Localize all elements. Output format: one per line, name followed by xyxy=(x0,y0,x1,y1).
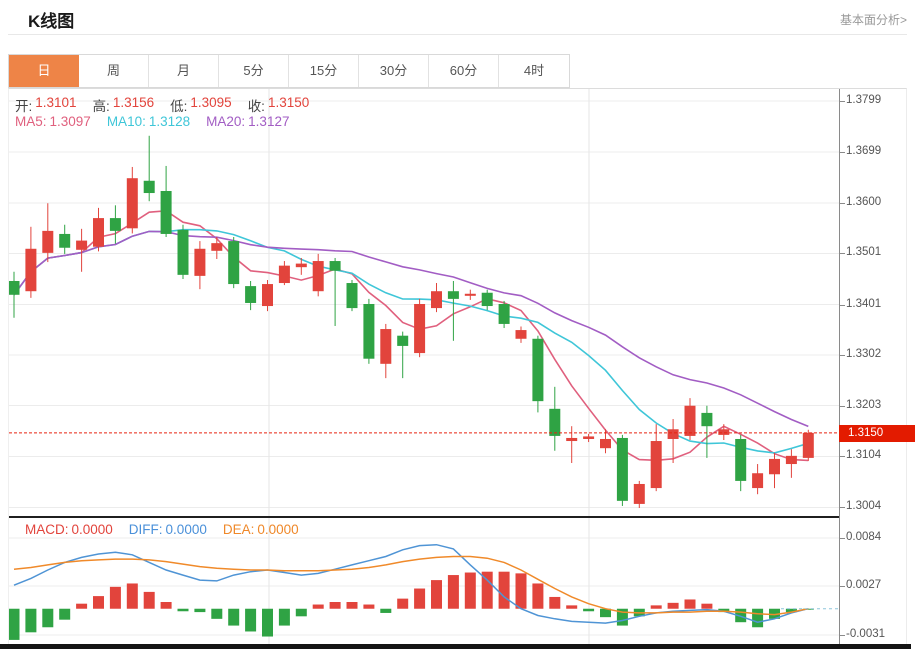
tab-5分[interactable]: 5分 xyxy=(219,55,289,87)
tab-15分[interactable]: 15分 xyxy=(289,55,359,87)
legend-item: 收: 1.3150 xyxy=(247,95,310,114)
macd-tick xyxy=(839,635,845,636)
price-label: 1.3203 xyxy=(846,399,882,411)
price-axis-line xyxy=(839,89,840,645)
tab-日[interactable]: 日 xyxy=(9,55,79,87)
fundamental-analysis-link[interactable]: 基本面分析> xyxy=(839,13,907,27)
price-label: 1.3600 xyxy=(846,196,882,208)
legend-item: DIFF: 0.0000 xyxy=(128,522,207,537)
macd-chart[interactable] xyxy=(9,518,839,644)
macd-tick xyxy=(839,538,845,539)
pane-separator xyxy=(9,516,839,518)
legend-item: 低: 1.3095 xyxy=(170,95,232,114)
ma-legend: MA5: 1.3097 MA10: 1.3128 MA20: 1.3127 xyxy=(15,114,289,129)
last-price-badge: 1.3150 xyxy=(839,425,915,442)
macd-label: -0.0031 xyxy=(846,628,886,640)
chart-container: 1.3799 1.3699 1.3600 1.3501 1.3401 1.3302 1.32… xyxy=(8,88,915,645)
tab-60分[interactable]: 60分 xyxy=(429,55,499,87)
tab-周[interactable]: 周 xyxy=(79,55,149,87)
price-tick xyxy=(839,305,845,306)
price-tick xyxy=(839,152,845,153)
macd-label: 0.0027 xyxy=(846,579,882,591)
price-label: 1.3004 xyxy=(846,500,882,512)
price-label: 1.3799 xyxy=(846,94,882,106)
legend-item: 高: 1.3156 xyxy=(92,95,155,114)
legend-item: MA5: 1.3097 xyxy=(15,114,91,129)
price-tick xyxy=(839,406,845,407)
price-label: 1.3401 xyxy=(846,298,882,310)
price-tick xyxy=(839,101,845,102)
legend-item: DEA: 0.0000 xyxy=(222,522,299,537)
bottom-bar xyxy=(0,644,911,649)
macd-legend: MACD: 0.0000 DIFF: 0.0000 DEA: 0.0000 xyxy=(25,522,299,537)
legend-item: MA20: 1.3127 xyxy=(206,114,290,129)
price-tick xyxy=(839,456,845,457)
timeframe-tabs: 日周月 5分 15分 30分 60分 4时 xyxy=(8,54,570,88)
page-title: K线图 xyxy=(28,12,75,31)
tab-30分[interactable]: 30分 xyxy=(359,55,429,87)
ohlc-legend: 开: 1.3101 高: 1.3156 低: 1.3095 收: 1.3150 xyxy=(15,95,309,115)
price-label: 1.3302 xyxy=(846,348,882,360)
price-label: 1.3104 xyxy=(846,449,882,461)
macd-tick xyxy=(839,586,845,587)
price-tick xyxy=(839,355,845,356)
tab-4时[interactable]: 4时 xyxy=(499,55,569,87)
candlestick-chart[interactable] xyxy=(9,89,839,516)
price-tick xyxy=(839,253,845,254)
price-tick xyxy=(839,203,845,204)
price-label: 1.3501 xyxy=(846,246,882,258)
header-divider xyxy=(8,34,907,35)
price-tick xyxy=(839,507,845,508)
macd-label: 0.0084 xyxy=(846,531,882,543)
tab-月[interactable]: 月 xyxy=(149,55,219,87)
price-label: 1.3699 xyxy=(846,145,882,157)
legend-item: 开: 1.3101 xyxy=(15,95,77,114)
legend-item: MACD: 0.0000 xyxy=(25,522,113,537)
legend-item: MA10: 1.3128 xyxy=(106,114,191,129)
